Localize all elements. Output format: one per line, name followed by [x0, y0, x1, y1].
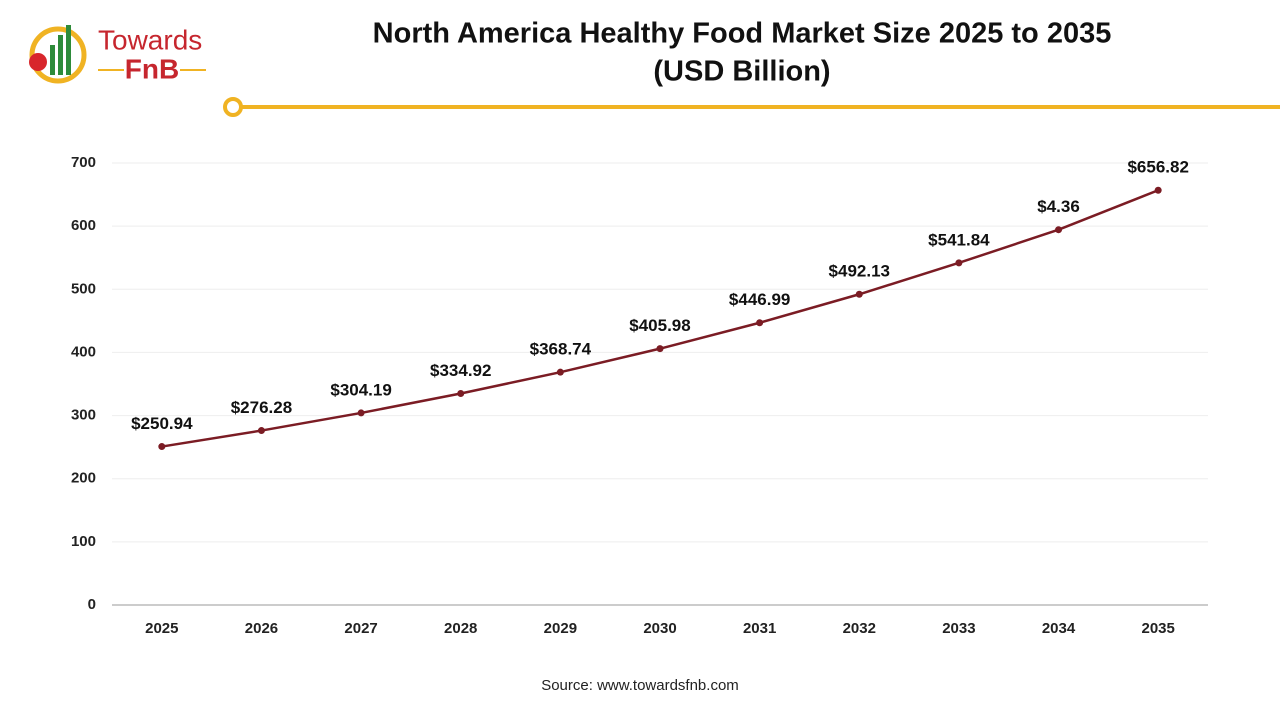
logo-dot	[29, 53, 47, 71]
point	[656, 345, 664, 353]
point	[158, 443, 166, 451]
point	[756, 319, 764, 327]
point	[556, 368, 564, 376]
point	[1154, 186, 1162, 194]
x-tick-label: 2035	[1141, 620, 1174, 637]
logo-ring	[29, 26, 87, 84]
point	[357, 409, 365, 417]
y-tick-label: 500	[71, 280, 96, 297]
data-label: $446.99	[729, 290, 790, 309]
point	[257, 427, 265, 435]
data-label: $541.84	[928, 230, 990, 249]
point	[457, 390, 465, 398]
logo-bar	[66, 25, 71, 75]
logo-bar	[58, 35, 63, 75]
data-label: $492.13	[829, 262, 890, 281]
y-tick-label: 300	[71, 407, 96, 424]
header-knob	[223, 97, 243, 117]
data-label: $656.82	[1127, 158, 1188, 177]
y-tick-label: 400	[71, 343, 96, 360]
chart-title: North America Healthy Food Market Size 2…	[373, 18, 1112, 50]
y-tick-label: 100	[71, 533, 96, 550]
y-tick-label: 700	[71, 154, 96, 171]
data-label: $304.19	[330, 380, 391, 399]
x-tick-label: 2032	[843, 620, 876, 637]
logo: Towards FnB	[29, 24, 206, 84]
data-label: $276.28	[231, 398, 292, 417]
y-tick-label: 600	[71, 217, 96, 234]
chart-subtitle: (USD Billion)	[653, 56, 830, 88]
data-label: $405.98	[629, 316, 690, 335]
point	[1055, 226, 1063, 234]
x-tick-label: 2028	[444, 620, 477, 637]
logo-bar	[50, 45, 55, 75]
logo-brand: FnB	[125, 53, 179, 84]
x-tick-label: 2034	[1042, 620, 1076, 637]
x-tick-label: 2030	[643, 620, 676, 637]
x-tick-label: 2027	[344, 620, 377, 637]
data-label: $334.92	[430, 361, 491, 380]
x-tick-label: 2029	[544, 620, 577, 637]
logo-name: Towards	[98, 24, 202, 55]
data-label: $368.74	[530, 340, 592, 359]
x-tick-label: 2025	[145, 620, 178, 637]
y-tick-label: 0	[88, 596, 96, 613]
y-tick-label: 200	[71, 470, 96, 487]
data-label: $4.36	[1037, 197, 1080, 216]
data-label: $250.94	[131, 414, 193, 433]
x-tick-label: 2033	[942, 620, 975, 637]
point	[955, 259, 963, 267]
source: Source: www.towardsfnb.com	[541, 677, 739, 694]
x-tick-label: 2031	[743, 620, 776, 637]
x-tick-label: 2026	[245, 620, 278, 637]
point	[855, 290, 863, 298]
